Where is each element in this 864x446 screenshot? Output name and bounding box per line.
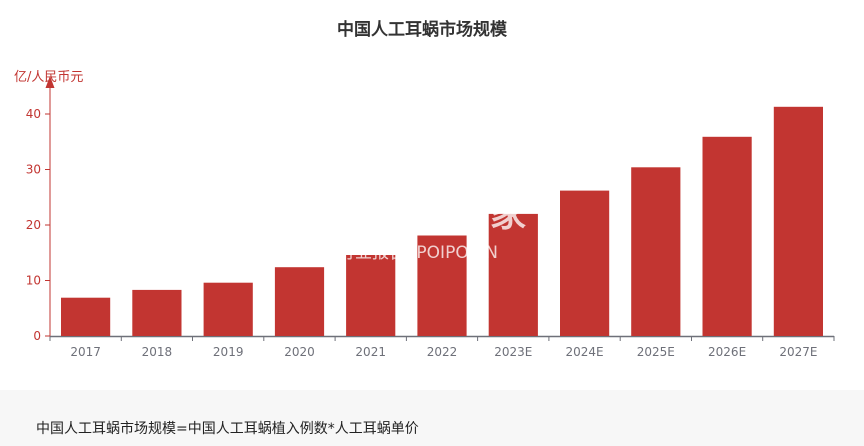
watermark-logo-icon [324,184,370,233]
bar-2018 [132,289,182,336]
bar-2022 [417,235,467,336]
y-tick-label: 20 [26,218,41,232]
x-tick-label: 2020 [284,345,315,359]
bar-2021 [346,255,396,336]
bar-2026E [702,136,752,336]
bars-layer [61,106,823,336]
y-tick-label: 10 [26,274,41,288]
x-tick-label: 2021 [355,345,386,359]
watermark-brand: 产业并购家 [346,194,526,235]
y-tick-label: 30 [26,163,41,177]
ticks-layer: 2017 2018 2019 2020 2021 2022 2023E 2024E 2025E 2… [26,107,835,359]
bar-2019 [203,282,253,336]
x-tick-label: 2023E [494,345,532,359]
bar-2017 [61,297,111,336]
bar-2023E [488,213,538,336]
footer-band [0,390,864,446]
x-tick-label: 2017 [70,345,101,359]
y-tick-label: 0 [33,329,41,343]
x-tick-label: 2019 [213,345,244,359]
x-tick-label: 2027E [779,345,817,359]
y-axis-label: 亿/人民币元 [14,70,83,85]
bar-2025E [631,167,681,336]
x-tick-label: 2022 [427,345,458,359]
watermark-sub: 行业报告 IPOIPO.CN [338,243,498,263]
watermark: 产业并购家 行业报告 IPOIPO.CN [324,184,526,263]
y-axis-arrow [45,76,55,88]
chart-area: 中国人工耳蜗市场规模 亿/人民币元 2017 2018 2019 2020 2021 20… [14,19,835,359]
bar-2027E [773,106,823,336]
chart-title: 中国人工耳蜗市场规模 [337,19,508,40]
bar-chart: 中国人工耳蜗市场规模 亿/人民币元 2017 2018 2019 2020 2021 20… [14,19,835,359]
bar-2020 [274,267,325,336]
x-tick-label: 2025E [637,345,675,359]
y-tick-label: 40 [26,107,41,121]
x-tick-label: 2026E [708,345,746,359]
x-tick-label: 2024E [565,345,603,359]
x-tick-label: 2018 [142,345,173,359]
bar-2024E [560,190,610,336]
footer-note: 中国人工耳蜗市场规模=中国人工耳蜗植入例数*人工耳蜗单价 [36,421,419,437]
